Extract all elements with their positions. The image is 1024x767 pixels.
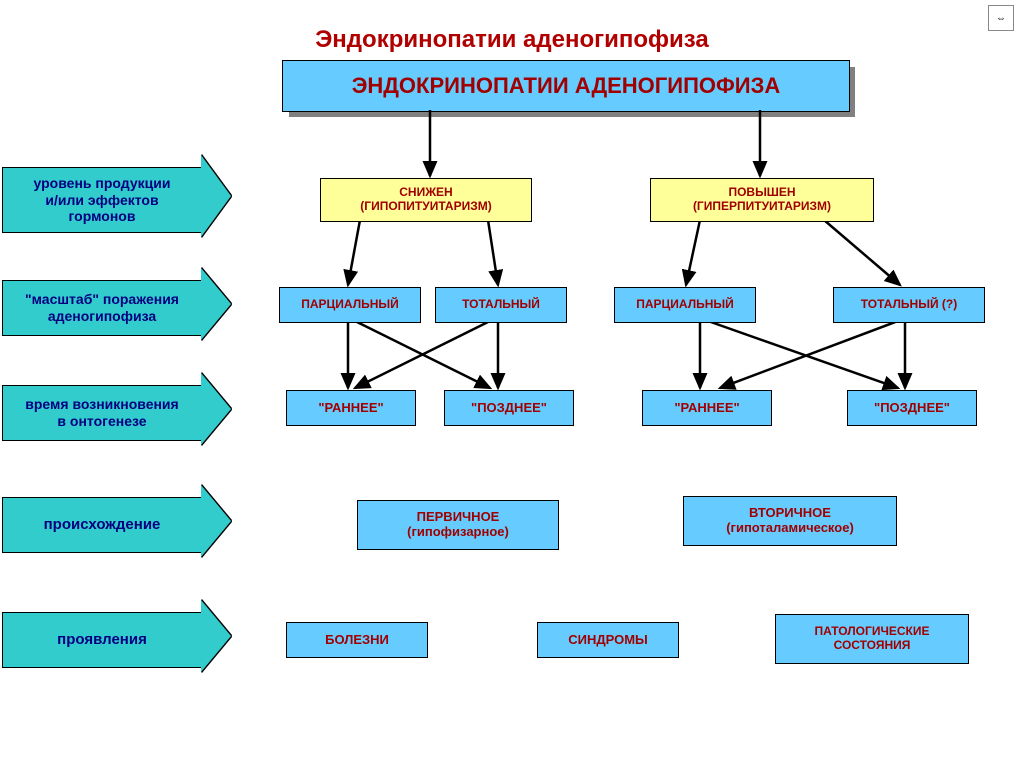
label-scale: "масштаб" пораженияаденогипофиза bbox=[2, 280, 231, 336]
connector bbox=[355, 321, 490, 388]
row2-t2: ТОТАЛЬНЫЙ (?) bbox=[833, 287, 985, 323]
row5-pat: ПАТОЛОГИЧЕСКИЕСОСТОЯНИЯ bbox=[775, 614, 969, 664]
row2-p1: ПАРЦИАЛЬНЫЙ bbox=[279, 287, 421, 323]
row2-p2: ПАРЦИАЛЬНЫЙ bbox=[614, 287, 756, 323]
label-time: время возникновенияв онтогенезе bbox=[2, 385, 231, 441]
row1-high: ПОВЫШЕН(ГИПЕРПИТУИТАРИЗМ) bbox=[650, 178, 874, 222]
connector bbox=[488, 220, 498, 285]
header-box: ЭНДОКРИНОПАТИИ АДЕНОГИПОФИЗА bbox=[282, 60, 850, 112]
label-lvl-text: уровень продукциии/или эффектовгормонов bbox=[2, 167, 201, 233]
label-origin-head bbox=[201, 485, 231, 557]
label-origin: происхождение bbox=[2, 497, 231, 553]
row3-l1: "ПОЗДНЕЕ" bbox=[444, 390, 574, 426]
row3-e2: "РАННЕЕ" bbox=[642, 390, 772, 426]
nav-glyph: ⇔ bbox=[996, 13, 1006, 24]
connector bbox=[686, 220, 700, 285]
label-time-head bbox=[201, 373, 231, 445]
label-scale-head bbox=[201, 268, 231, 340]
header-text: ЭНДОКРИНОПАТИИ АДЕНОГИПОФИЗА bbox=[352, 73, 781, 99]
label-manifest: проявления bbox=[2, 612, 231, 668]
page-title: Эндокринопатии аденогипофиза bbox=[0, 26, 1024, 54]
row3-l2: "ПОЗДНЕЕ" bbox=[847, 390, 977, 426]
page-title-text: Эндокринопатии аденогипофиза bbox=[315, 26, 709, 53]
label-origin-text: происхождение bbox=[2, 497, 201, 553]
label-manifest-head bbox=[201, 600, 231, 672]
connector bbox=[355, 321, 490, 388]
row3-e1: "РАННЕЕ" bbox=[286, 390, 416, 426]
connector bbox=[720, 321, 898, 388]
connector bbox=[824, 220, 900, 285]
label-lvl: уровень продукциии/или эффектовгормонов bbox=[2, 167, 231, 233]
label-manifest-text: проявления bbox=[2, 612, 201, 668]
label-scale-text: "масштаб" пораженияаденогипофиза bbox=[2, 280, 201, 336]
row2-t1: ТОТАЛЬНЫЙ bbox=[435, 287, 567, 323]
label-time-text: время возникновенияв онтогенезе bbox=[2, 385, 201, 441]
connector bbox=[708, 321, 898, 388]
row1-low: СНИЖЕН(ГИПОПИТУИТАРИЗМ) bbox=[320, 178, 532, 222]
row4-sec: ВТОРИЧНОЕ(гипоталамическое) bbox=[683, 496, 897, 546]
row4-prim: ПЕРВИЧНОЕ(гипофизарное) bbox=[357, 500, 559, 550]
row5-dis: БОЛЕЗНИ bbox=[286, 622, 428, 658]
connector bbox=[348, 220, 360, 285]
label-lvl-head bbox=[201, 155, 231, 237]
row5-syn: СИНДРОМЫ bbox=[537, 622, 679, 658]
